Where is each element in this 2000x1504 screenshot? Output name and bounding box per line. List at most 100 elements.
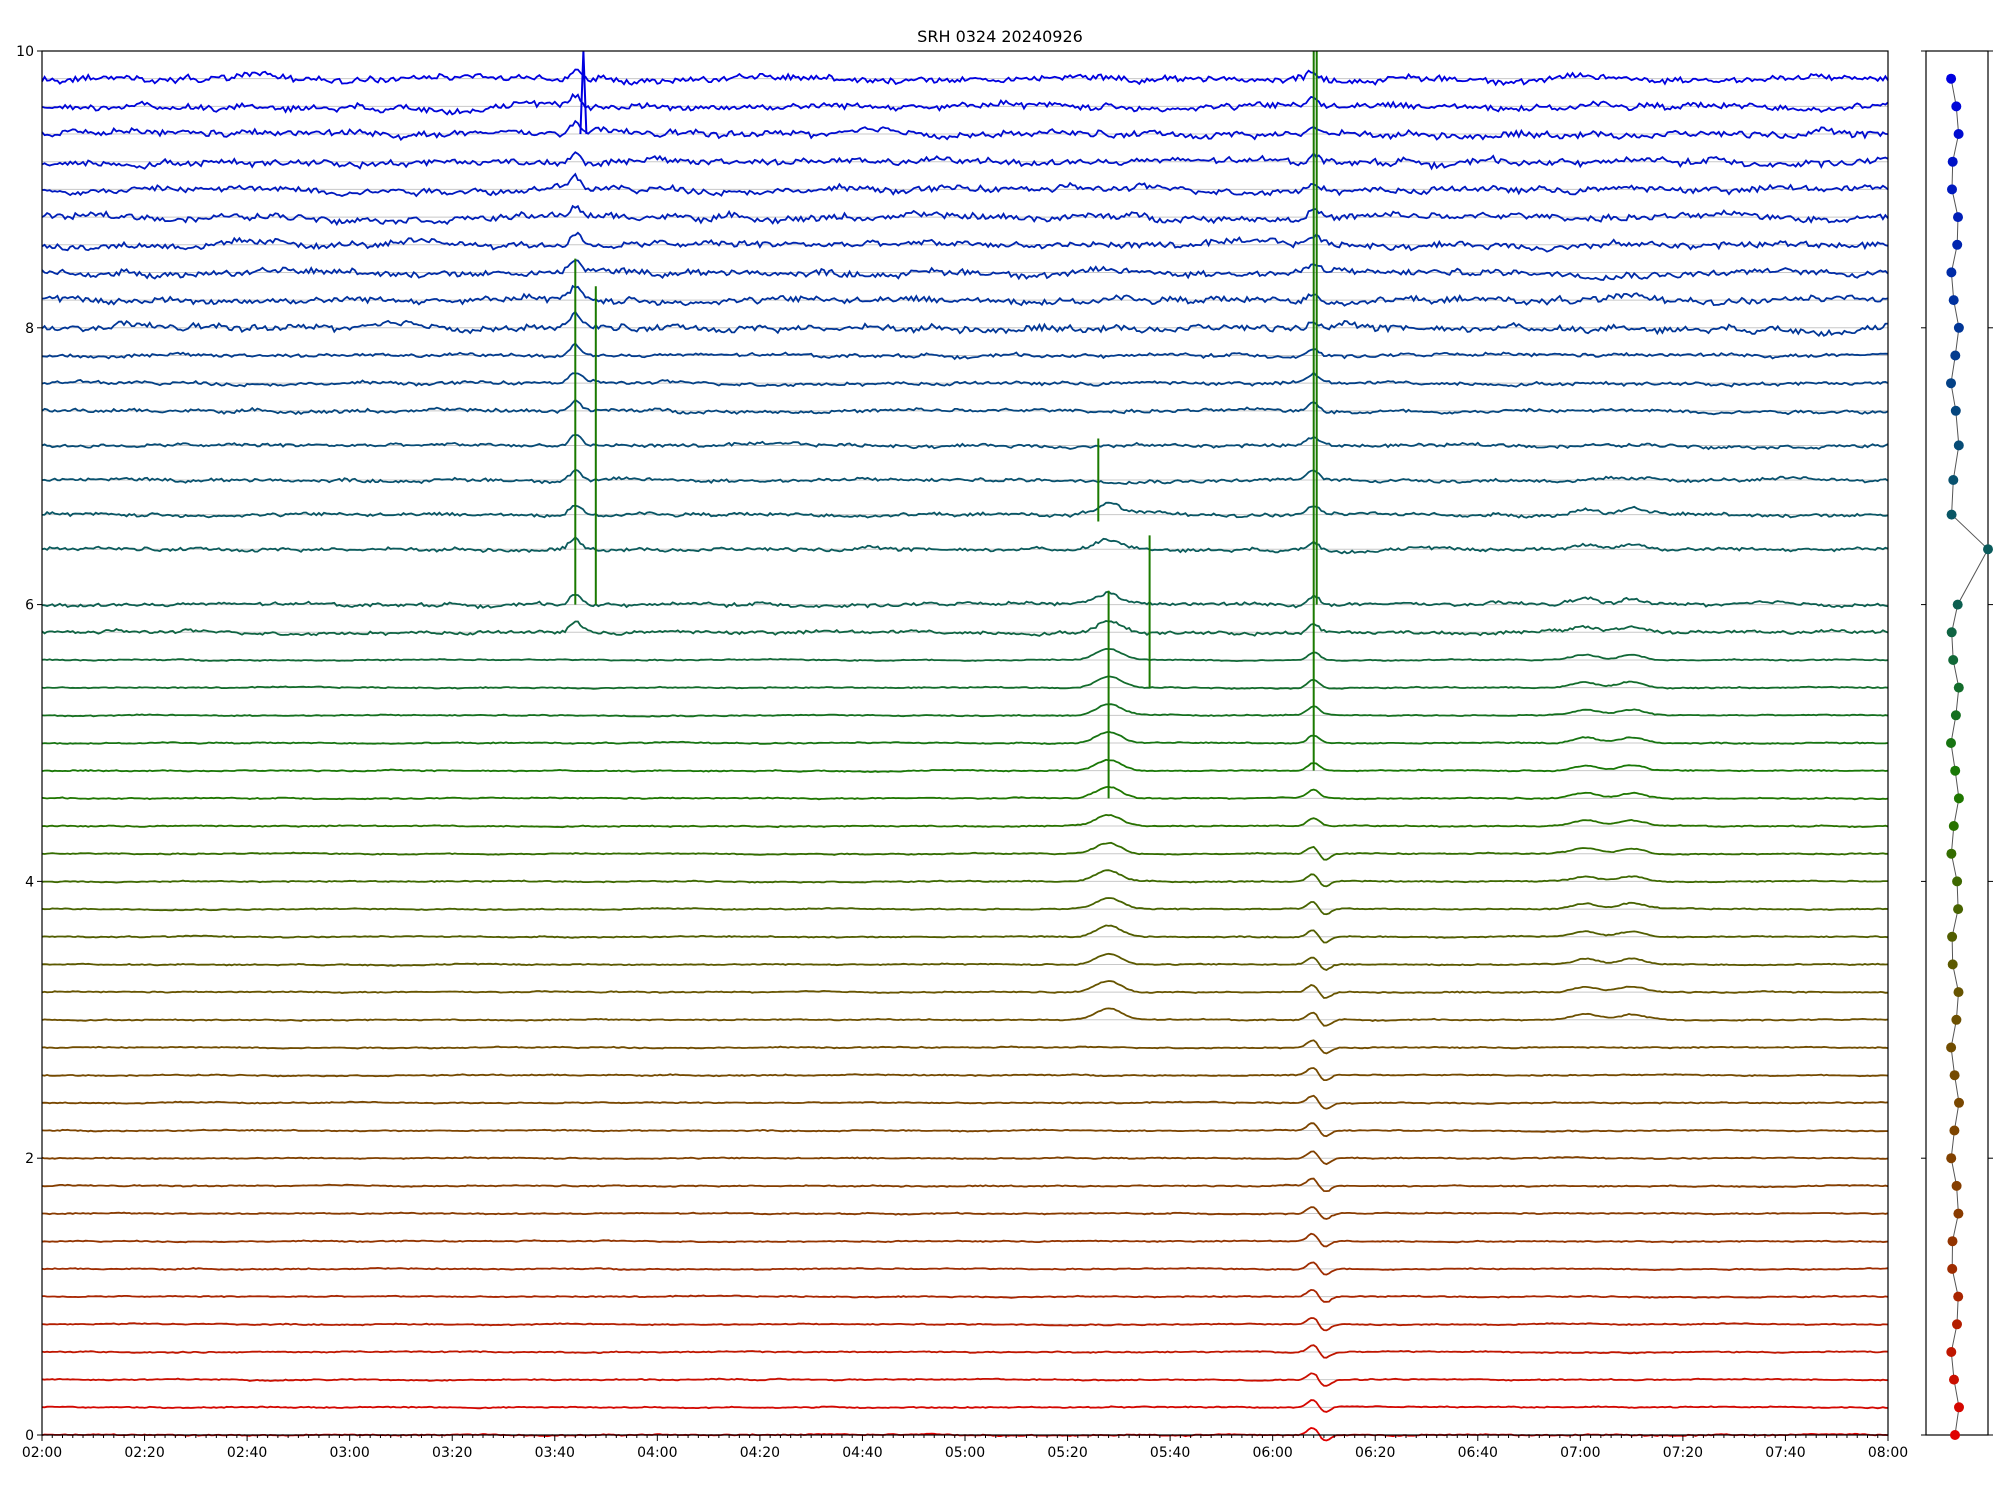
chart-title: SRH 0324 20240926 [917,27,1083,46]
side-point [1950,1430,1960,1440]
x-tick-label: 06:20 [1355,1445,1395,1461]
series-line [41,1067,1889,1081]
series-line [41,119,1889,142]
series-line [41,231,1889,253]
side-point [1953,322,1964,333]
series-line [41,1007,1889,1027]
y-tick-label: 2 [25,1151,34,1167]
series-line [41,647,1889,663]
side-point [1946,1347,1957,1357]
series-line [41,1177,1889,1193]
side-point [1946,627,1957,638]
series-layer [41,50,1889,1442]
side-point [1953,793,1964,804]
side-point [1947,156,1958,167]
side-point [1952,1319,1962,1330]
side-point [1946,1153,1957,1164]
series-line [41,1039,1889,1055]
x-tick-label: 05:00 [945,1445,985,1461]
series-line [41,1399,1889,1413]
series-line [41,1317,1889,1332]
series-line [41,703,1889,718]
side-panel [1921,50,1993,1440]
side-point [1953,212,1963,223]
series-line [41,897,1889,916]
grid-layer [42,78,1888,1436]
side-point [1950,710,1961,721]
series-line [41,1094,1889,1110]
side-point [1950,350,1961,361]
side-point [1946,267,1957,278]
side-point [1946,738,1956,748]
side-point [1954,1402,1964,1413]
side-point [1952,876,1963,887]
side-point [1953,129,1964,139]
series-line [41,841,1888,861]
x-tick-label: 06:40 [1458,1445,1498,1461]
side-point [1949,1125,1960,1136]
series-line [41,468,1889,485]
series-line [41,1150,1889,1166]
side-point [1951,1014,1962,1025]
side-point [1953,904,1964,915]
series-line [41,758,1889,773]
side-point [1948,475,1959,485]
x-tick-label: 06:00 [1252,1445,1292,1461]
series-line [41,371,1889,388]
side-point [1949,1070,1960,1081]
series-line [41,1344,1889,1359]
series-line [41,92,1889,116]
series-line [41,1372,1889,1387]
side-point [1948,821,1959,831]
series-line [41,172,1889,198]
side-point [1947,184,1957,195]
x-tick-label: 04:40 [842,1445,882,1461]
x-tick-label: 02:20 [124,1445,164,1461]
series-line [41,813,1889,829]
x-tick-label: 03:00 [329,1445,369,1461]
series-line [41,590,1889,610]
series-line [41,204,1889,227]
series-line [41,342,1889,361]
series-line [41,68,1889,87]
spike-mark [579,50,588,135]
x-tick-label: 04:00 [637,1445,677,1461]
series-line [41,284,1889,307]
series-line [41,536,1889,555]
series-line [41,259,1889,281]
x-tick-label: 03:20 [432,1445,472,1461]
series-line [41,924,1889,944]
series-line [41,869,1888,888]
series-line [41,1122,1888,1138]
y-tick-label: 6 [25,598,34,614]
series-line [41,398,1889,416]
side-point [1950,765,1961,776]
x-tick-label: 05:20 [1047,1445,1087,1461]
side-point [1952,239,1963,250]
side-point [1946,848,1957,859]
series-line [41,501,1889,519]
side-point [1952,599,1963,610]
series-line [41,310,1889,338]
side-point [1946,73,1957,84]
x-tick-label: 02:00 [22,1445,62,1461]
side-point [1947,959,1958,970]
series-line [41,1261,1889,1276]
side-point [1946,378,1956,389]
series-line [41,952,1889,971]
side-frame [1925,50,1989,1436]
series-line [41,1232,1889,1248]
series-line [41,433,1889,451]
series-line [41,980,1889,999]
x-tick-label: 07:40 [1765,1445,1805,1461]
side-point [1951,1180,1962,1191]
y-tick-label: 0 [25,1428,34,1444]
series-line [42,1288,1889,1303]
side-point [1946,1042,1957,1053]
side-point [1951,101,1962,112]
side-point [1948,295,1959,306]
x-tick-label: 08:00 [1868,1445,1908,1461]
side-point [1946,509,1957,520]
